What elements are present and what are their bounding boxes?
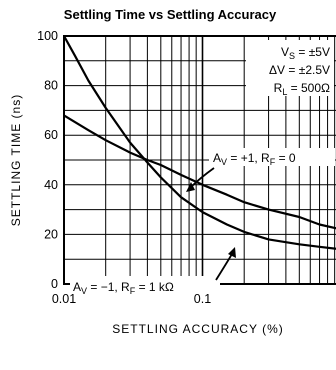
x-tick-labels: 0.010.11 [52,292,211,306]
y-tick-label: 20 [44,227,58,241]
x-tick-label: 0.1 [194,292,211,306]
anno-lower-bg [70,276,220,294]
condition-dv: ΔV = ±2.5V [269,63,330,77]
anno-lower-text: AV = −1, RF = 1 kΩ [73,280,174,296]
anno-lower-arrowhead [228,247,236,258]
series-line-1 [63,114,336,230]
y-tick-label: 40 [44,178,58,192]
conditions-box-bg [246,40,334,96]
y-tick-labels: 0 20 40 60 80 100 [37,29,58,291]
x-tick-label: 0.01 [52,292,76,306]
y-axis-label: SETTLING TIME (ns) [9,94,23,226]
condition-vs: VS = ±5V [281,45,330,61]
anno-upper-bg [209,148,335,166]
y-tick-label: 100 [37,29,58,43]
condition-rl: RL = 500Ω [274,81,330,97]
y-tick-label: 60 [44,128,58,142]
x-axis-label: SETTLING ACCURACY (%) [112,322,283,336]
anno-upper-text: AV = +1, RF = 0 [213,151,296,167]
y-tick-label: 80 [44,79,58,93]
series-group [63,35,336,250]
y-tick-label: 0 [51,277,58,291]
chart-title: Settling Time vs Settling Accuracy [64,7,277,22]
anno-lower-arrow [215,253,233,281]
series-line-2 [63,35,336,250]
anno-upper-arrowhead [186,182,195,192]
